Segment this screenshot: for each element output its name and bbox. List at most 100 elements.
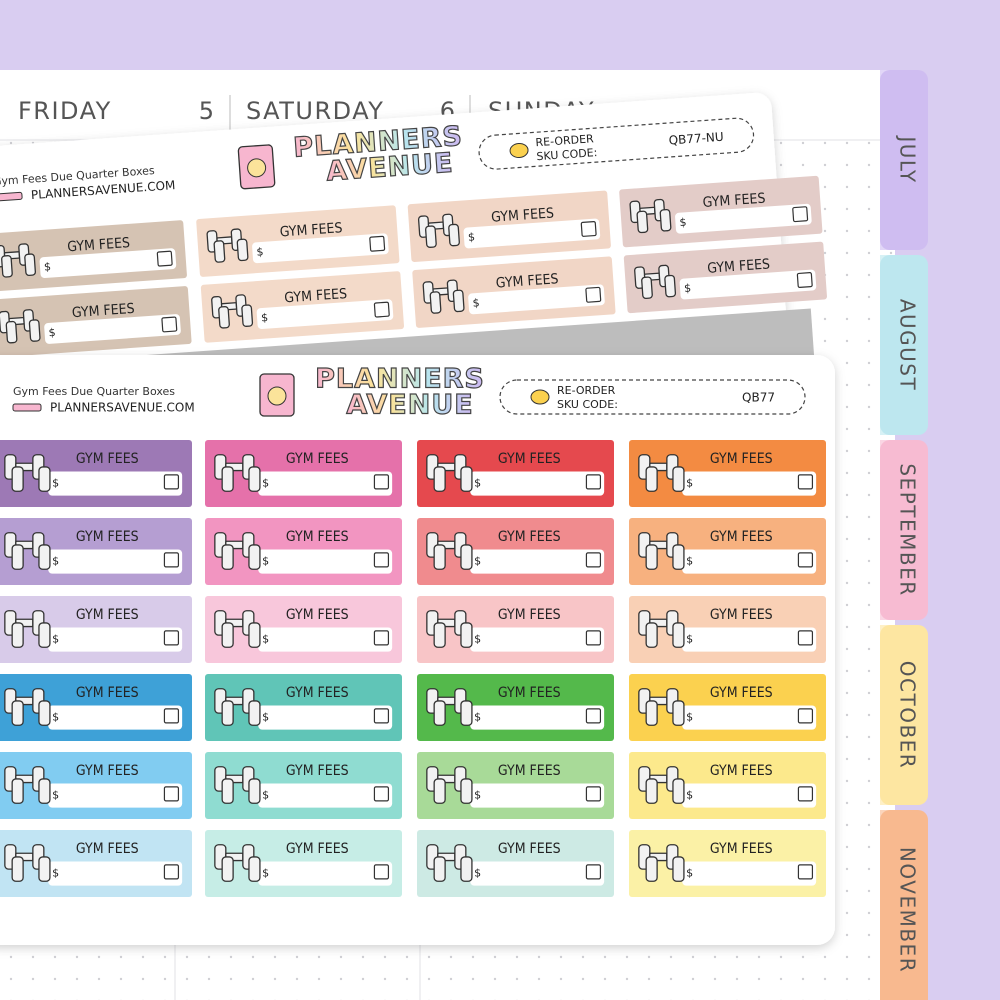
sticker-field bbox=[252, 233, 389, 264]
dumbbell-plate bbox=[248, 466, 261, 492]
dumbbell-plate bbox=[672, 856, 685, 882]
sticker-checkbox bbox=[156, 250, 173, 267]
day-name: SATURDAY bbox=[246, 97, 384, 125]
sticker-checkbox bbox=[373, 301, 390, 318]
sticker-label: GYM FEES bbox=[76, 530, 139, 546]
month-tab-label: JULY bbox=[896, 134, 920, 183]
sticker-currency: $ bbox=[52, 555, 59, 568]
sticker-field bbox=[258, 705, 393, 730]
sticker-currency: $ bbox=[474, 789, 481, 802]
dumbbell-plate bbox=[448, 223, 460, 247]
sticker-currency: $ bbox=[262, 867, 269, 880]
dumbbell-plate bbox=[460, 700, 473, 726]
sheet-website: PLANNERSAVENUE.COM bbox=[50, 401, 195, 415]
sticker-checkbox bbox=[163, 708, 180, 724]
sticker-checkbox bbox=[163, 474, 180, 490]
sticker-currency: $ bbox=[261, 311, 269, 324]
sticker-checkbox bbox=[585, 552, 602, 568]
sticker-field bbox=[463, 218, 601, 249]
dumbbell-plate bbox=[248, 622, 261, 648]
sticker-currency: $ bbox=[474, 477, 481, 490]
sticker-checkbox bbox=[585, 286, 602, 303]
sticker-field bbox=[679, 269, 817, 300]
dumbbell-plate bbox=[664, 274, 677, 298]
dumbbell-plate bbox=[433, 778, 446, 804]
dumbbell-plate bbox=[460, 466, 473, 492]
sticker-label: GYM FEES bbox=[498, 686, 561, 702]
dumbbell-plate bbox=[221, 622, 234, 648]
dumbbell-plate bbox=[645, 700, 658, 726]
sticker-field bbox=[258, 861, 393, 886]
month-tab-label: OCTOBER bbox=[896, 661, 920, 769]
sticker-field bbox=[48, 627, 183, 652]
bee-icon bbox=[530, 389, 550, 405]
dumbbell-plate bbox=[221, 700, 234, 726]
month-tab-label: NOVEMBER bbox=[896, 847, 920, 973]
dumbbell-plate bbox=[11, 700, 24, 726]
dumbbell-plate bbox=[672, 700, 685, 726]
sticker-currency: $ bbox=[52, 477, 59, 490]
sticker-label: GYM FEES bbox=[498, 530, 561, 546]
sticker-label: GYM FEES bbox=[76, 452, 139, 468]
dumbbell-plate bbox=[460, 622, 473, 648]
dumbbell-plate bbox=[218, 306, 230, 329]
sticker-label: GYM FEES bbox=[286, 764, 349, 780]
sticker-currency: $ bbox=[44, 260, 52, 273]
pencil-icon bbox=[12, 403, 42, 412]
sticker-checkbox bbox=[585, 786, 602, 802]
brand-line: PLANNERS bbox=[315, 364, 485, 395]
sticker-label: GYM FEES bbox=[702, 191, 766, 211]
sticker-checkbox bbox=[792, 206, 809, 223]
sticker-checkbox bbox=[797, 630, 814, 646]
sticker-label: GYM FEES bbox=[495, 272, 559, 292]
sticker-field bbox=[44, 314, 181, 344]
sticker-checkbox bbox=[797, 786, 814, 802]
sticker-currency: $ bbox=[686, 633, 693, 646]
sticker-checkbox bbox=[797, 552, 814, 568]
content: FRIDAY5SATURDAY6SUNDAYJULYAUGUSTSEPTEMBE… bbox=[0, 70, 928, 1000]
dumbbell-plate bbox=[452, 289, 465, 313]
dumbbell-plate bbox=[221, 544, 234, 570]
dumbbell-plate bbox=[433, 622, 446, 648]
reorder-label: RE-ORDER bbox=[557, 384, 616, 397]
sticker-label: GYM FEES bbox=[498, 842, 561, 858]
day-number: 5 bbox=[199, 97, 214, 125]
sticker-currency: $ bbox=[52, 711, 59, 724]
sticker-field bbox=[682, 705, 817, 730]
dumbbell-plate bbox=[460, 778, 473, 804]
reorder-pill bbox=[499, 379, 806, 415]
month-tab-edge bbox=[880, 255, 892, 435]
sticker-checkbox bbox=[580, 221, 597, 237]
sku-code: QB77 bbox=[742, 391, 775, 405]
sticker-field bbox=[682, 783, 817, 808]
sticker-currency: $ bbox=[474, 711, 481, 724]
sticker-currency: $ bbox=[684, 282, 692, 295]
sun-icon bbox=[247, 158, 267, 178]
sticker-label: GYM FEES bbox=[710, 842, 773, 858]
dumbbell-plate bbox=[236, 238, 249, 262]
dumbbell-plate bbox=[429, 291, 442, 314]
sticker-currency: $ bbox=[474, 555, 481, 568]
dumbbell-plate bbox=[672, 778, 685, 804]
sun-icon bbox=[267, 386, 287, 406]
dumbbell-plate bbox=[460, 856, 473, 882]
month-tab-label: SEPTEMBER bbox=[896, 463, 920, 596]
dumbbell-plate bbox=[28, 319, 41, 342]
sticker-checkbox bbox=[373, 474, 390, 490]
dumbbell-plate bbox=[1, 255, 13, 278]
sticker-checkbox bbox=[796, 272, 813, 288]
front-sheet: Gym Fees Due Quarter Boxes PLANNERSAVENUE… bbox=[0, 355, 835, 945]
dumbbell-plate bbox=[460, 544, 473, 570]
sticker-label: GYM FEES bbox=[76, 764, 139, 780]
sticker-field bbox=[48, 861, 183, 886]
dumbbell-plate bbox=[433, 544, 446, 570]
month-tab-label: AUGUST bbox=[896, 299, 920, 391]
dumbbell-plate bbox=[38, 778, 51, 804]
sticker-field bbox=[682, 861, 817, 886]
sticker-checkbox bbox=[163, 552, 180, 568]
dumbbell-plate bbox=[248, 544, 261, 570]
sticker-field bbox=[470, 471, 605, 496]
sticker-checkbox bbox=[161, 316, 178, 333]
